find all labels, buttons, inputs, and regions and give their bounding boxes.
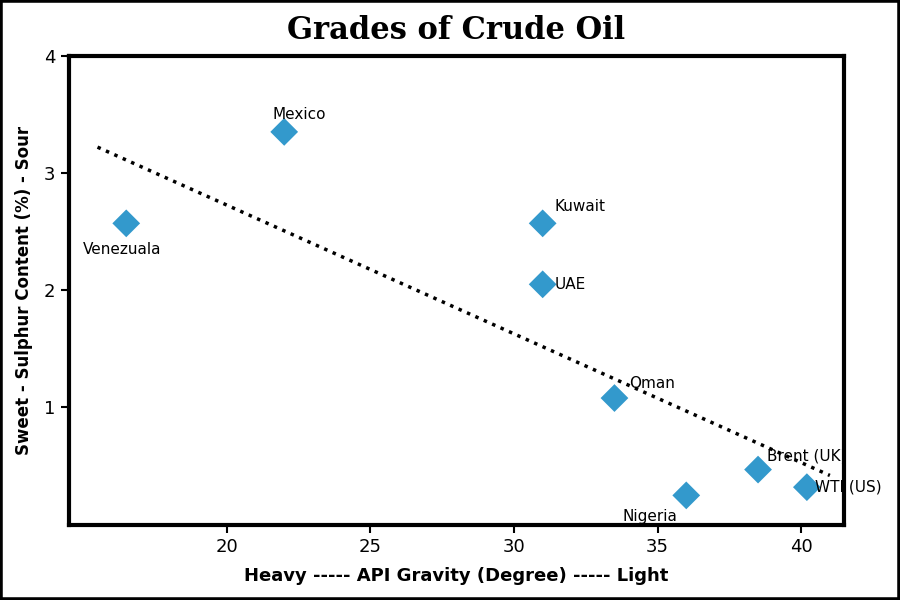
Text: UAE: UAE [554, 277, 585, 292]
Text: Brent (UK): Brent (UK) [767, 448, 846, 463]
Point [751, 465, 765, 475]
Text: Nigeria: Nigeria [623, 509, 678, 524]
Text: Kuwait: Kuwait [554, 199, 605, 214]
Point [608, 393, 622, 403]
Title: Grades of Crude Oil: Grades of Crude Oil [287, 15, 626, 46]
Text: Oman: Oman [629, 376, 675, 391]
X-axis label: Heavy ----- API Gravity (Degree) ----- Light: Heavy ----- API Gravity (Degree) ----- L… [244, 567, 669, 585]
Point [680, 491, 694, 500]
Y-axis label: Sweet - Sulphur Content (%) - Sour: Sweet - Sulphur Content (%) - Sour [15, 125, 33, 455]
Text: Mexico: Mexico [273, 107, 326, 122]
Point [277, 127, 292, 137]
Point [536, 218, 550, 228]
Text: Venezuala: Venezuala [83, 242, 162, 257]
Text: WTI (US): WTI (US) [815, 479, 882, 494]
Point [800, 482, 814, 492]
Point [119, 218, 133, 228]
Point [536, 280, 550, 289]
